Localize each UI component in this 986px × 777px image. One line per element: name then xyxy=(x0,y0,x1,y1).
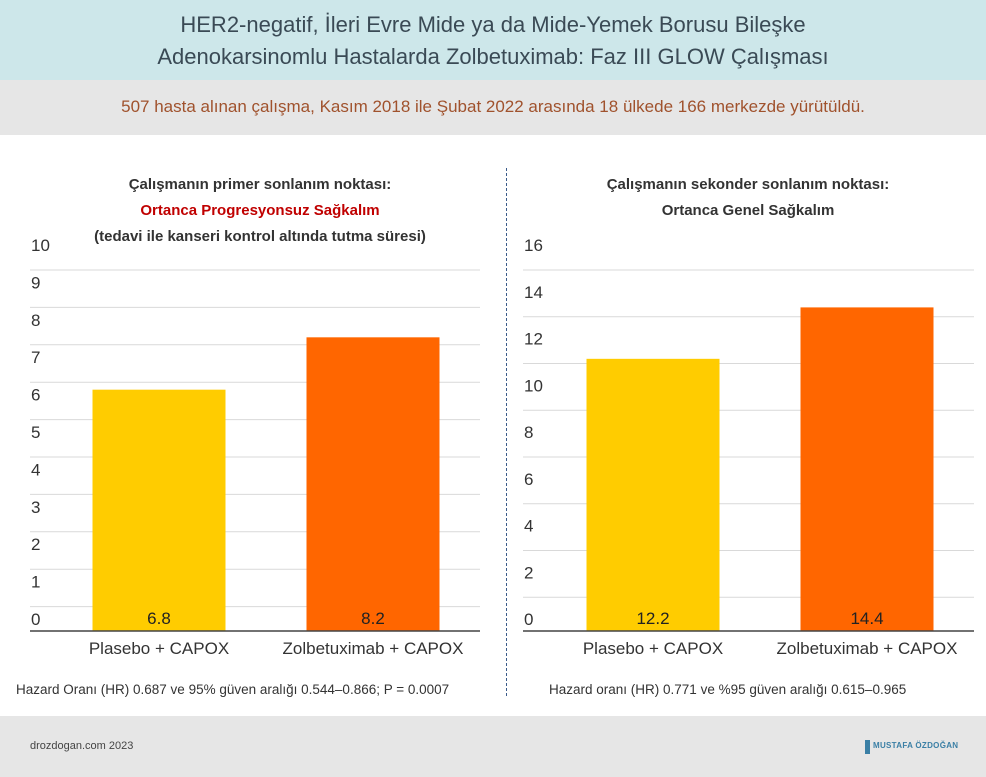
study-summary-banner: 507 hasta alınan çalışma, Kasım 2018 ile… xyxy=(0,80,986,135)
left-y-tick-label: 9 xyxy=(31,273,40,292)
right-chart-title-line1: Çalışmanın sekonder sonlanım noktası: xyxy=(606,176,890,193)
right-chart-title: Çalışmanın sekonder sonlanım noktası: Or… xyxy=(513,172,983,224)
right-y-tick-label: 2 xyxy=(524,563,533,582)
footer: drozdogan.com 2023 MUSTAFA ÖZDOĞAN xyxy=(0,716,986,777)
left-bar-placebo xyxy=(92,389,226,631)
logo-mark-icon xyxy=(865,740,870,754)
chart-divider xyxy=(506,168,507,696)
left-chart-title-line1: Çalışmanın primer sonlanım noktası: xyxy=(128,176,392,193)
left-category-label: Plasebo + CAPOX xyxy=(89,639,229,658)
left-bar-value-label: 8.2 xyxy=(361,609,385,628)
left-bar-zolbetuximab xyxy=(306,337,440,631)
left-y-tick-label: 10 xyxy=(31,236,50,255)
left-chart-title: Çalışmanın primer sonlanım noktası: Orta… xyxy=(25,172,495,250)
right-category-label: Plasebo + CAPOX xyxy=(583,639,723,658)
right-y-tick-label: 6 xyxy=(524,470,533,489)
left-y-tick-label: 0 xyxy=(31,610,40,629)
study-summary-text: 507 hasta alınan çalışma, Kasım 2018 ile… xyxy=(121,97,865,116)
left-y-tick-label: 7 xyxy=(31,348,40,367)
footer-site-link[interactable]: drozdogan.com 2023 xyxy=(30,740,134,752)
author-logo: MUSTAFA ÖZDOĞAN xyxy=(865,738,960,758)
header-banner: HER2-negatif, İleri Evre Mide ya da Mide… xyxy=(0,0,986,80)
left-y-tick-label: 3 xyxy=(31,498,40,517)
right-hazard-ratio-note: Hazard oranı (HR) 0.771 ve %95 güven ara… xyxy=(549,682,907,697)
right-category-label: Zolbetuximab + CAPOX xyxy=(777,639,958,658)
left-bar-value-label: 6.8 xyxy=(147,609,171,628)
right-bar-zolbetuximab xyxy=(800,307,934,631)
right-y-tick-label: 4 xyxy=(524,517,533,536)
left-y-tick-label: 5 xyxy=(31,423,40,442)
left-y-tick-label: 1 xyxy=(31,573,40,592)
left-chart-title-line2: Ortanca Progresyonsuz Sağkalım xyxy=(140,202,380,219)
page-title-line1: HER2-negatif, İleri Evre Mide ya da Mide… xyxy=(180,12,806,37)
right-bar-placebo xyxy=(586,358,720,631)
logo-text: MUSTAFA ÖZDOĞAN xyxy=(873,741,959,750)
right-chart-title-line2: Ortanca Genel Sağkalım xyxy=(661,202,835,219)
left-y-tick-label: 4 xyxy=(31,460,40,479)
right-y-tick-label: 16 xyxy=(524,236,543,255)
right-bar-value-label: 12.2 xyxy=(636,609,669,628)
left-category-label: Zolbetuximab + CAPOX xyxy=(283,639,464,658)
left-hazard-ratio-note: Hazard Oranı (HR) 0.687 ve 95% güven ara… xyxy=(16,682,450,697)
right-bar-value-label: 14.4 xyxy=(850,609,883,628)
left-chart-title-line3: (tedavi ile kanseri kontrol altında tutm… xyxy=(94,228,426,245)
right-y-tick-label: 0 xyxy=(524,610,533,629)
left-y-tick-label: 8 xyxy=(31,311,40,330)
left-y-tick-label: 2 xyxy=(31,535,40,554)
right-y-tick-label: 10 xyxy=(524,376,543,395)
left-y-tick-label: 6 xyxy=(31,386,40,405)
page-title-line2: Adenokarsinomlu Hastalarda Zolbetuximab:… xyxy=(157,44,829,69)
right-y-tick-label: 8 xyxy=(524,423,533,442)
right-y-tick-label: 12 xyxy=(524,330,543,349)
right-y-tick-label: 14 xyxy=(524,283,543,302)
